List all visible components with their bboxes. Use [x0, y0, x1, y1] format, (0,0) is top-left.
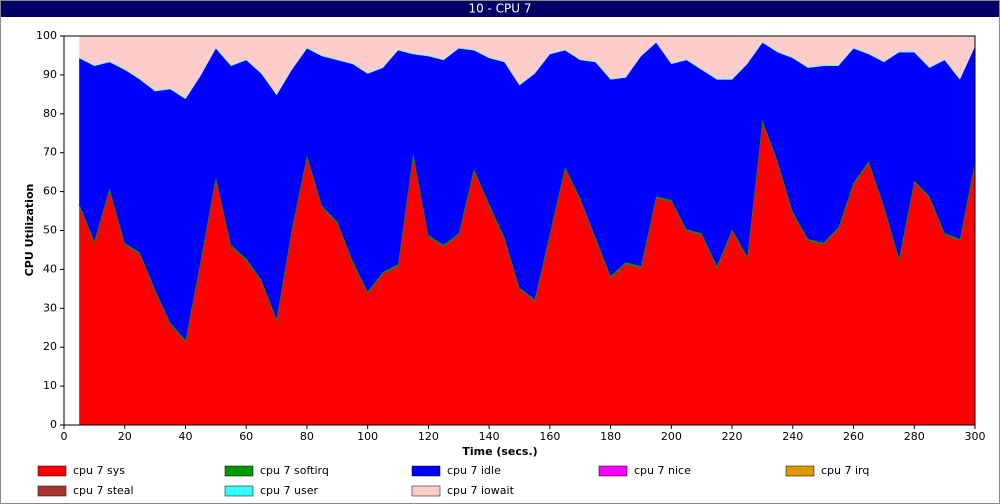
y-tick-label: 80 [43, 107, 57, 120]
x-tick-label: 160 [539, 430, 560, 443]
x-tick-label: 140 [479, 430, 500, 443]
legend-label: cpu 7 irq [821, 464, 869, 477]
legend-swatch [785, 465, 815, 477]
x-tick-label: 80 [300, 430, 314, 443]
y-tick-label: 50 [43, 224, 57, 237]
legend-swatch [37, 465, 67, 477]
legend-label: cpu 7 sys [73, 464, 125, 477]
area [79, 121, 975, 425]
x-axis-label: Time (secs.) [462, 445, 537, 458]
legend-label: cpu 7 steal [73, 484, 134, 497]
x-tick-label: 200 [661, 430, 682, 443]
legend-swatch [411, 465, 441, 477]
legend-label: cpu 7 softirq [260, 464, 329, 477]
x-tick-label: 260 [843, 430, 864, 443]
legend-label: cpu 7 idle [447, 464, 501, 477]
x-tick-label: 0 [61, 430, 68, 443]
area [79, 42, 975, 341]
x-tick-label: 120 [418, 430, 439, 443]
chart-title: 10 - CPU 7 [468, 2, 531, 16]
x-tick-label: 180 [600, 430, 621, 443]
legend-label: cpu 7 user [260, 484, 318, 497]
legend-swatch [224, 485, 254, 497]
x-tick-label: 300 [965, 430, 986, 443]
y-tick-label: 60 [43, 185, 57, 198]
x-tick-label: 20 [118, 430, 132, 443]
area [79, 41, 975, 100]
y-axis-label: CPU Utilization [23, 184, 36, 277]
x-tick-label: 240 [782, 430, 803, 443]
x-tick-label: 40 [178, 430, 192, 443]
y-tick-label: 100 [36, 29, 57, 42]
y-tick-label: 70 [43, 146, 57, 159]
legend-label: cpu 7 nice [634, 464, 691, 477]
y-tick-label: 10 [43, 379, 57, 392]
x-tick-label: 280 [904, 430, 925, 443]
legend-swatch [598, 465, 628, 477]
legend-swatch [411, 485, 441, 497]
x-tick-label: 100 [357, 430, 378, 443]
legend-swatch [224, 465, 254, 477]
y-tick-label: 30 [43, 301, 57, 314]
y-tick-label: 40 [43, 262, 57, 275]
legend-swatch [37, 485, 67, 497]
y-tick-label: 0 [50, 418, 57, 431]
y-tick-label: 20 [43, 340, 57, 353]
x-tick-label: 60 [239, 430, 253, 443]
x-tick-label: 220 [722, 430, 743, 443]
y-tick-label: 90 [43, 68, 57, 81]
legend-label: cpu 7 iowait [447, 484, 515, 497]
title-bar [1, 1, 999, 17]
area [79, 36, 975, 99]
